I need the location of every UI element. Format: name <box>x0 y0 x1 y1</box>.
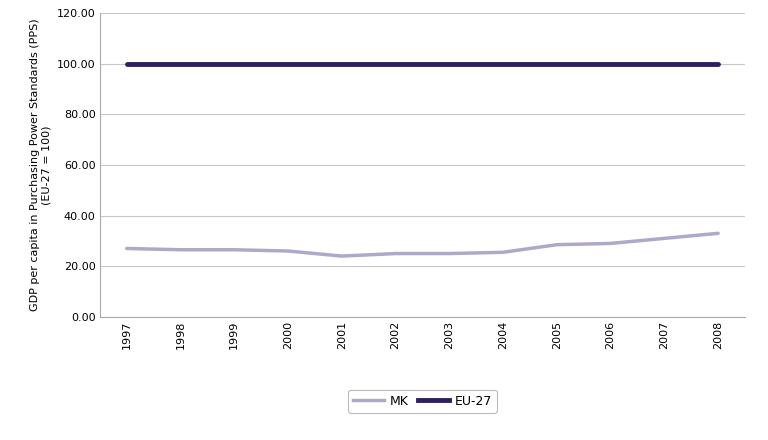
EU-27 <box>176 61 185 66</box>
Y-axis label: GDP per capita in Purchasing Power Standards (PPS)
(EU-27 = 100): GDP per capita in Purchasing Power Stand… <box>30 18 51 312</box>
EU-27 <box>606 61 615 66</box>
MK <box>713 231 723 236</box>
MK <box>230 247 239 253</box>
EU-27 <box>498 61 508 66</box>
Legend: MK, EU-27: MK, EU-27 <box>348 390 497 413</box>
MK <box>606 241 615 246</box>
MK <box>552 242 561 247</box>
MK <box>283 248 293 253</box>
MK <box>391 251 400 256</box>
EU-27 <box>122 61 131 66</box>
EU-27 <box>283 61 293 66</box>
MK <box>498 249 508 255</box>
MK <box>122 246 131 251</box>
EU-27 <box>391 61 400 66</box>
EU-27 <box>713 61 723 66</box>
MK <box>176 247 185 253</box>
EU-27 <box>660 61 669 66</box>
EU-27 <box>230 61 239 66</box>
MK <box>660 236 669 241</box>
EU-27 <box>552 61 561 66</box>
MK <box>445 251 454 256</box>
Line: MK: MK <box>127 233 718 256</box>
EU-27 <box>445 61 454 66</box>
MK <box>337 253 346 259</box>
EU-27 <box>337 61 346 66</box>
